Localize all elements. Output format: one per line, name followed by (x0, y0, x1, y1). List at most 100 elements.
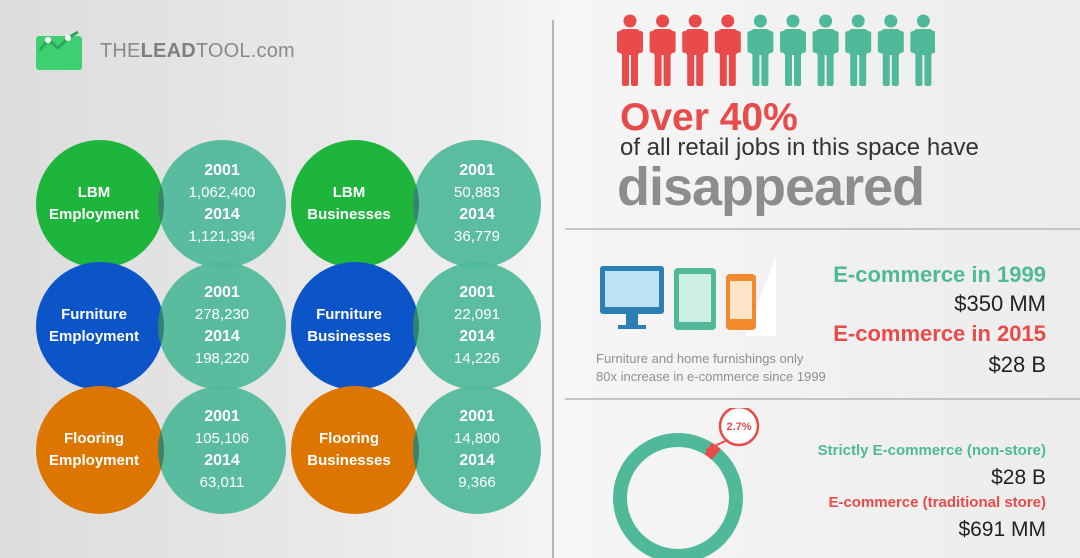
logo-text-prefix: THE (100, 40, 141, 62)
category-label-line1: LBM (332, 184, 366, 201)
stat-values: 2001 105,106 2014 63,011 (158, 406, 286, 494)
category-label: LBM Businesses (291, 182, 419, 226)
stat-value: 63,011 (199, 474, 245, 491)
stat-value: 22,091 (454, 306, 500, 323)
traditional-ecommerce-label: E-commerce (traditional store) (828, 494, 1046, 511)
stat-value: 14,800 (454, 430, 500, 447)
strict-ecommerce-label: Strictly E-commerce (non-store) (817, 442, 1046, 459)
horizontal-divider-2 (565, 398, 1080, 400)
people-icon-row (617, 14, 935, 86)
horizontal-divider-1 (565, 228, 1080, 230)
stat-value: 1,121,394 (188, 228, 256, 245)
stat-value: 1,062,400 (188, 184, 256, 201)
stat-year: 2014 (459, 328, 495, 345)
category-label-line1: Furniture (316, 306, 382, 323)
person-icon (649, 14, 676, 86)
stat-value: 36,779 (454, 228, 500, 245)
logo-text: THELEADTOOL.com (100, 40, 295, 63)
stat-value: 198,220 (194, 350, 250, 367)
category-label: Flooring Businesses (291, 428, 419, 472)
ecommerce-1999-label: E-commerce in 1999 (833, 262, 1046, 287)
category-label: Flooring Employment (36, 428, 164, 472)
person-icon (682, 14, 709, 86)
category-circle: Furniture Businesses (291, 262, 419, 390)
person-icon (747, 14, 774, 86)
stat-circle (158, 386, 286, 514)
headline-percent: Over 40% (620, 96, 798, 139)
furniture-note: Furniture and home furnishings only 80x … (596, 350, 876, 386)
ecommerce-2015-label: E-commerce in 2015 (833, 321, 1046, 346)
stat-values: 2001 22,091 2014 14,226 (413, 282, 541, 370)
donut-ring (613, 433, 743, 558)
overlap-lens (413, 140, 419, 268)
desktop-monitor-icon (600, 266, 664, 329)
stat-value: 105,106 (194, 430, 250, 447)
stat-year: 2001 (204, 162, 240, 179)
category-label: LBM Employment (36, 182, 164, 226)
stat-values: 2001 14,800 2014 9,366 (413, 406, 541, 494)
overlap-lens (158, 386, 164, 514)
category-circle: LBM Businesses (291, 140, 419, 268)
overlap-lens (158, 140, 164, 268)
stat-year: 2001 (204, 408, 240, 425)
overlap-lens (413, 262, 419, 390)
tablet-icon (674, 268, 716, 330)
headline-big-word: disappeared (617, 157, 925, 217)
stat-circle (413, 262, 541, 390)
stat-year: 2001 (459, 408, 495, 425)
category-label-line2: Employment (48, 328, 139, 345)
furniture-note-line2: 80x increase in e-commerce since 1999 (596, 369, 826, 384)
stat-values: 2001 278,230 2014 198,220 (158, 282, 286, 370)
category-label: Furniture Employment (36, 304, 164, 348)
category-circle: Furniture Employment (36, 262, 164, 390)
vertical-divider (552, 20, 554, 558)
donut-percent-label: 2.7% (726, 421, 751, 433)
person-icon (812, 14, 839, 86)
stat-year: 2014 (204, 452, 240, 469)
overlap-lens (413, 386, 419, 514)
category-circle: Flooring Employment (36, 386, 164, 514)
headline-subtitle: of all retail jobs in this space have (620, 134, 979, 161)
stat-values: 2001 1,062,400 2014 1,121,394 (158, 160, 286, 248)
stat-year: 2014 (459, 206, 495, 223)
ecommerce-1999-value: $350 MM (954, 291, 1046, 316)
devices-graphic (600, 256, 776, 336)
logo-text-bold: LEAD (140, 40, 196, 62)
person-icon (617, 14, 643, 86)
stat-year: 2001 (204, 284, 240, 301)
stat-value: 9,366 (458, 474, 496, 491)
phone-icon (726, 274, 756, 330)
person-icon (845, 14, 872, 86)
traditional-ecommerce-value: $691 MM (958, 518, 1046, 541)
stat-circle (158, 140, 286, 268)
category-label: Furniture Businesses (291, 304, 419, 348)
stat-year: 2001 (459, 284, 495, 301)
category-label-line2: Employment (48, 206, 139, 223)
category-label-line2: Businesses (307, 452, 391, 469)
person-icon (780, 14, 806, 86)
strict-ecommerce-value: $28 B (991, 466, 1046, 489)
stat-value: 50,883 (454, 184, 500, 201)
stat-year: 2014 (459, 452, 495, 469)
donut-callout-circle (718, 408, 760, 447)
share-donut: 2.7% (613, 408, 760, 558)
category-label-line1: Flooring (319, 430, 379, 447)
stat-year: 2001 (459, 162, 495, 179)
furniture-note-line1: Furniture and home furnishings only (596, 351, 804, 366)
person-icon (714, 14, 741, 86)
stat-year: 2014 (204, 206, 240, 223)
stat-value: 278,230 (194, 306, 250, 323)
category-label-line2: Employment (48, 452, 139, 469)
category-label-line1: LBM (77, 184, 111, 201)
ecommerce-2015-value: $28 B (988, 352, 1047, 377)
person-icon (910, 14, 935, 86)
category-circle: Flooring Businesses (291, 386, 419, 514)
stat-value: 14,226 (454, 350, 500, 367)
overlap-lens (158, 262, 164, 390)
category-circle: LBM Employment (36, 140, 164, 268)
stat-circle (413, 140, 541, 268)
stat-circle (158, 262, 286, 390)
category-label-line1: Flooring (64, 430, 124, 447)
category-label-line2: Businesses (307, 328, 391, 345)
category-label-line1: Furniture (61, 306, 127, 323)
